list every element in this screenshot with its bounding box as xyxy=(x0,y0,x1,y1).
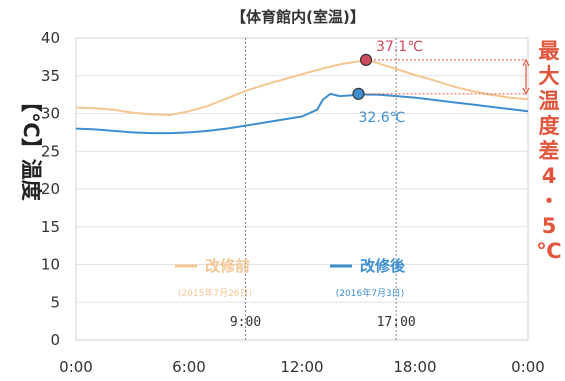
series-line xyxy=(75,92,529,135)
peak-marker xyxy=(352,87,365,100)
y-tick-labels: 0 5 10 15 20 25 30 35 40 xyxy=(41,29,60,349)
difference-label-char: 4 xyxy=(542,164,557,188)
difference-label-char: 最 xyxy=(539,39,561,63)
x-tick-label: 12:00 xyxy=(280,358,323,376)
difference-arrow-down xyxy=(522,87,530,96)
gridlines xyxy=(76,75,528,303)
legend: 改修前 (2015年7月26日) 改修後 (2016年7月3日) xyxy=(175,257,406,299)
series-line xyxy=(75,58,529,116)
y-axis-label: 【℃】温度 xyxy=(19,91,43,200)
reference-line-label: 9:00 xyxy=(230,315,261,330)
peak-label: 32.6℃ xyxy=(359,110,406,126)
peak-markers: 37.1℃ 32.6℃ xyxy=(352,39,526,126)
difference-label-char: ℃ xyxy=(536,239,561,263)
y-tick-label: 40 xyxy=(41,29,60,47)
y-tick-label: 10 xyxy=(41,256,60,274)
difference-arrow-up xyxy=(522,58,530,67)
peak-label: 37.1℃ xyxy=(376,39,423,55)
difference-label-char: 温 xyxy=(539,89,560,113)
y-tick-label: 0 xyxy=(50,331,60,349)
y-tick-label: 35 xyxy=(41,67,60,85)
difference-label-char: ・ xyxy=(539,189,560,213)
x-tick-label: 6:00 xyxy=(172,358,206,376)
x-tick-labels: 0:00 6:00 12:00 18:00 0:00 xyxy=(59,358,545,376)
chart-title: 【体育館内(室温)】 xyxy=(231,8,365,26)
y-tick-label: 30 xyxy=(41,105,60,123)
x-tick-label: 0:00 xyxy=(511,358,545,376)
legend-sublabel: (2016年7月3日) xyxy=(336,287,404,299)
difference-label-char: 差 xyxy=(539,139,560,163)
legend-label: 改修後 xyxy=(360,257,406,275)
y-tick-label: 15 xyxy=(41,218,60,236)
legend-label: 改修前 xyxy=(205,257,250,275)
difference-label-char: 大 xyxy=(539,64,560,88)
series-lines xyxy=(75,58,529,135)
peak-marker xyxy=(359,53,373,66)
difference-label-char: 度 xyxy=(539,114,560,138)
y-tick-label: 20 xyxy=(41,180,60,198)
y-tick-label: 5 xyxy=(50,293,60,311)
reference-line-label: 17:00 xyxy=(377,315,416,330)
y-tick-label: 25 xyxy=(41,142,60,160)
x-tick-label: 0:00 xyxy=(59,358,93,376)
legend-sublabel: (2015年7月26日) xyxy=(178,287,252,299)
x-tick-label: 18:00 xyxy=(393,358,436,376)
reference-lines: 9:00 17:00 xyxy=(230,38,416,340)
difference-label-char: 5 xyxy=(542,214,557,238)
